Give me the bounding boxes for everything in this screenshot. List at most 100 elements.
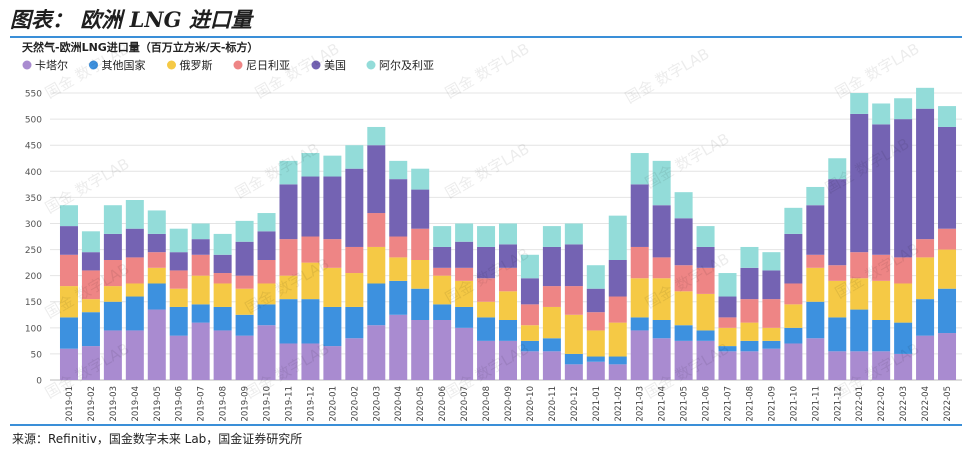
legend-marker bbox=[167, 60, 176, 70]
bar-segment bbox=[674, 340, 693, 380]
x-tick-label: 2021-11 bbox=[811, 386, 821, 422]
bar-segment bbox=[784, 283, 803, 305]
bar-segment bbox=[542, 351, 561, 380]
chart-legend: 卡塔尔 其他国家 俄罗斯 尼日利亚 美国 阿尔及利亚 bbox=[22, 58, 434, 72]
bar-segment bbox=[696, 293, 715, 331]
bar-segment bbox=[872, 320, 891, 352]
bar-segment bbox=[630, 246, 649, 279]
y-tick-label: 550 bbox=[25, 90, 42, 100]
x-tick-label: 2021-03 bbox=[636, 386, 646, 422]
bar-segment bbox=[59, 226, 78, 255]
bar-segment bbox=[169, 306, 188, 336]
source-note: 来源：Refinitiv，国金数字未来 Lab，国金证券研究所 bbox=[12, 432, 303, 446]
bar-segment bbox=[762, 348, 781, 380]
bar-segment bbox=[279, 184, 298, 240]
bar-segment bbox=[191, 304, 210, 323]
bar-segment bbox=[894, 353, 913, 380]
bar-segment bbox=[499, 267, 517, 292]
bar-segment bbox=[411, 189, 430, 229]
bar-segment bbox=[608, 364, 627, 380]
bar-segment bbox=[81, 231, 100, 253]
bar-segment bbox=[630, 278, 649, 318]
x-tick-label: 2019-03 bbox=[109, 386, 119, 422]
bar-segment bbox=[411, 320, 430, 380]
bar-segment bbox=[389, 280, 408, 315]
bar-segment bbox=[125, 296, 144, 331]
bar-segment bbox=[235, 241, 254, 276]
bar-segment bbox=[608, 260, 627, 297]
bar-segment bbox=[938, 106, 957, 127]
chart-title: 天然气-欧洲LNG进口量（百万立方米/天-标方） bbox=[22, 40, 258, 54]
x-tick-label: 2020-01 bbox=[328, 386, 338, 422]
x-tick-label: 2019-07 bbox=[197, 386, 207, 422]
bar-segment bbox=[652, 338, 671, 380]
bar-segment bbox=[872, 280, 891, 320]
bar-segment bbox=[520, 278, 539, 305]
bar-segment bbox=[169, 228, 188, 253]
bar-segment bbox=[81, 252, 100, 271]
x-tick-label: 2019-02 bbox=[87, 386, 97, 422]
bar-segment bbox=[477, 301, 496, 318]
bar-segment bbox=[125, 200, 144, 229]
bar-segment bbox=[828, 265, 847, 281]
bar-segment bbox=[608, 296, 627, 323]
bar-segment bbox=[81, 312, 100, 347]
bar-segment bbox=[916, 87, 935, 109]
legend-marker bbox=[311, 60, 321, 70]
bar-segment bbox=[520, 340, 539, 352]
bar-segment bbox=[235, 314, 254, 336]
x-tick-label: 2019-06 bbox=[175, 386, 185, 422]
y-tick-label: 400 bbox=[25, 168, 42, 178]
bar-segment bbox=[806, 301, 825, 339]
bar-segment bbox=[828, 158, 847, 180]
bar-segment bbox=[630, 153, 649, 185]
bar-segment bbox=[916, 299, 935, 336]
x-tick-label: 2022-05 bbox=[943, 386, 953, 422]
x-tick-label: 2019-12 bbox=[306, 386, 316, 422]
bar-segment bbox=[103, 330, 122, 380]
bar-segment bbox=[762, 252, 781, 271]
x-tick-label: 2022-02 bbox=[877, 386, 887, 422]
bar-segment bbox=[564, 314, 583, 354]
bar-segment bbox=[586, 330, 605, 357]
bar-segment bbox=[850, 113, 869, 253]
bar-segment bbox=[301, 299, 320, 344]
bar-segment bbox=[850, 278, 869, 310]
bar-segment bbox=[784, 343, 803, 380]
bar-segment bbox=[542, 306, 561, 339]
bar-segment bbox=[81, 346, 100, 380]
bar-segment bbox=[696, 340, 715, 380]
bar-segment bbox=[806, 254, 825, 268]
bar-segment bbox=[455, 327, 474, 380]
legend-label: 美国 bbox=[324, 59, 346, 72]
bar-segment bbox=[257, 325, 276, 380]
bar-segment bbox=[455, 267, 474, 281]
bar-segment bbox=[103, 260, 122, 287]
bar-segment bbox=[740, 299, 759, 323]
bar-segment bbox=[652, 205, 671, 258]
bar-segment bbox=[564, 223, 583, 245]
bar-segment bbox=[235, 275, 254, 289]
bar-segment bbox=[213, 233, 232, 255]
bar-segment bbox=[894, 283, 913, 323]
bar-segment bbox=[674, 265, 693, 292]
bar-segment bbox=[389, 257, 408, 281]
bar-segment bbox=[257, 304, 276, 326]
y-tick-label: 500 bbox=[25, 116, 42, 126]
bar-segment bbox=[301, 236, 320, 263]
header-rule bbox=[10, 36, 962, 38]
x-tick-label: 2022-03 bbox=[899, 386, 909, 422]
bar-segment bbox=[389, 179, 408, 237]
legend-label: 俄罗斯 bbox=[180, 59, 213, 72]
y-tick-label: 450 bbox=[25, 142, 42, 152]
bar-segment bbox=[828, 280, 847, 318]
bar-segment bbox=[938, 333, 957, 380]
bar-segment bbox=[433, 226, 452, 247]
bar-segment bbox=[652, 320, 671, 339]
bar-segment bbox=[872, 103, 891, 125]
bar-segment bbox=[323, 176, 342, 240]
footer-rule bbox=[10, 424, 962, 426]
x-tick-label: 2021-12 bbox=[833, 386, 843, 422]
bar-segment bbox=[279, 343, 298, 380]
bar-segment bbox=[455, 241, 474, 268]
